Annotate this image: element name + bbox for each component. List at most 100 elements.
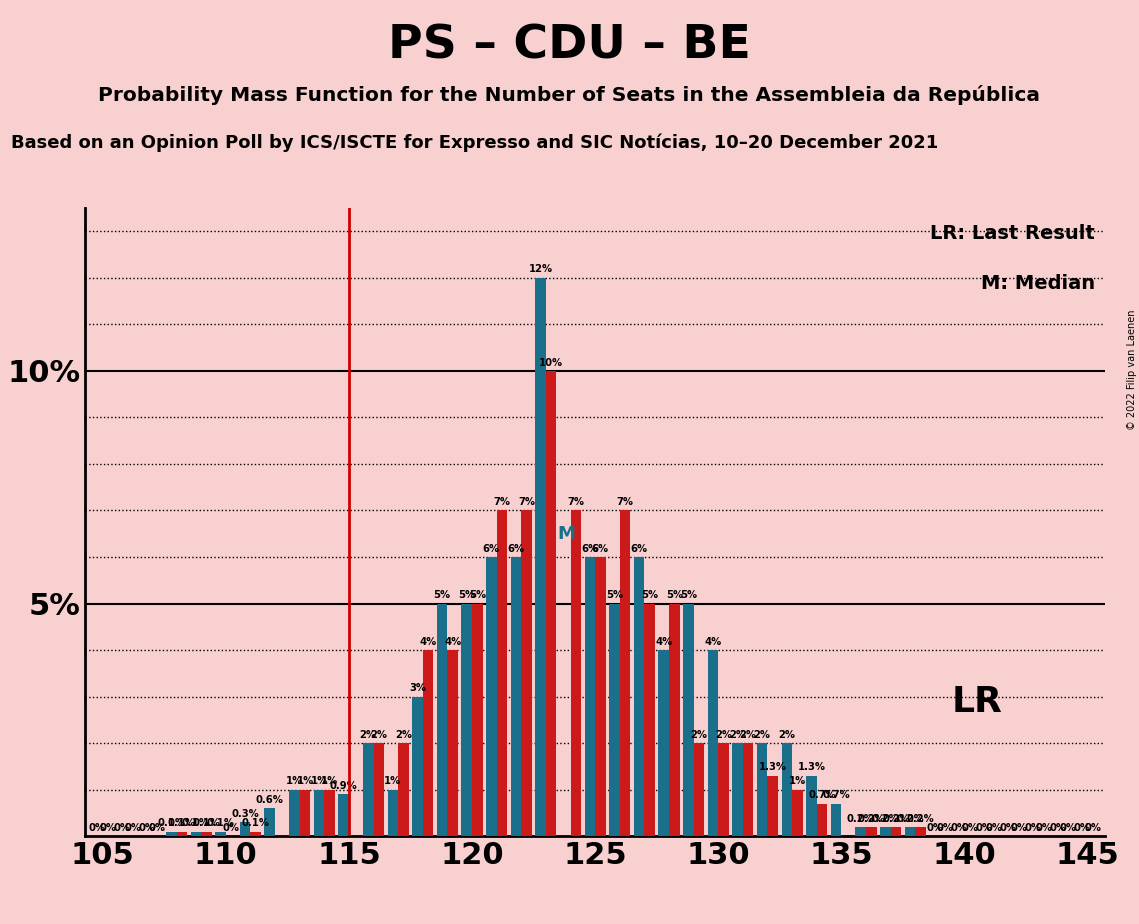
Text: 7%: 7% bbox=[616, 497, 633, 507]
Bar bbox=[300, 790, 310, 836]
Text: 1.3%: 1.3% bbox=[797, 762, 826, 772]
Bar bbox=[251, 832, 261, 836]
Bar bbox=[472, 603, 483, 836]
Bar bbox=[374, 743, 384, 836]
Bar bbox=[190, 832, 202, 836]
Text: 0.9%: 0.9% bbox=[329, 781, 358, 791]
Text: 0%: 0% bbox=[986, 823, 1003, 833]
Text: 6%: 6% bbox=[592, 543, 609, 553]
Text: 0.3%: 0.3% bbox=[231, 809, 259, 819]
Text: 0%: 0% bbox=[1084, 823, 1101, 833]
Text: 1.3%: 1.3% bbox=[759, 762, 787, 772]
Text: 0%: 0% bbox=[138, 823, 155, 833]
Bar bbox=[620, 510, 630, 836]
Text: 0.2%: 0.2% bbox=[896, 814, 924, 823]
Text: 0%: 0% bbox=[124, 823, 141, 833]
Text: 0%: 0% bbox=[1059, 823, 1076, 833]
Text: 3%: 3% bbox=[409, 684, 426, 693]
Bar bbox=[436, 603, 448, 836]
Bar bbox=[423, 650, 433, 836]
Bar bbox=[363, 743, 374, 836]
Text: 0.2%: 0.2% bbox=[882, 814, 910, 823]
Text: 0%: 0% bbox=[975, 823, 992, 833]
Text: M: Median: M: Median bbox=[981, 274, 1095, 293]
Text: 0%: 0% bbox=[926, 823, 943, 833]
Text: 0.1%: 0.1% bbox=[167, 819, 196, 828]
Bar bbox=[609, 603, 620, 836]
Text: 5%: 5% bbox=[641, 590, 658, 601]
Text: 0.1%: 0.1% bbox=[241, 819, 270, 828]
Bar bbox=[486, 557, 497, 836]
Text: 6%: 6% bbox=[483, 543, 500, 553]
Text: 7%: 7% bbox=[493, 497, 510, 507]
Text: 0.2%: 0.2% bbox=[858, 814, 885, 823]
Text: 6%: 6% bbox=[581, 543, 598, 553]
Text: 10%: 10% bbox=[539, 358, 564, 368]
Text: 0%: 0% bbox=[1000, 823, 1017, 833]
Bar bbox=[522, 510, 532, 836]
Text: 0.1%: 0.1% bbox=[157, 819, 186, 828]
Bar bbox=[448, 650, 458, 836]
Bar bbox=[289, 790, 300, 836]
Bar bbox=[497, 510, 507, 836]
Text: 1%: 1% bbox=[384, 776, 401, 786]
Text: 2%: 2% bbox=[729, 730, 746, 740]
Text: 0%: 0% bbox=[1074, 823, 1091, 833]
Text: 2%: 2% bbox=[360, 730, 377, 740]
Bar bbox=[707, 650, 719, 836]
Bar bbox=[240, 822, 251, 836]
Text: 4%: 4% bbox=[419, 637, 436, 647]
Text: 0.1%: 0.1% bbox=[206, 819, 235, 828]
Text: 0%: 0% bbox=[1025, 823, 1041, 833]
Text: PS – CDU – BE: PS – CDU – BE bbox=[388, 23, 751, 68]
Bar bbox=[633, 557, 645, 836]
Bar bbox=[694, 743, 704, 836]
Bar bbox=[546, 371, 557, 836]
Text: 1%: 1% bbox=[296, 776, 313, 786]
Bar bbox=[571, 510, 581, 836]
Text: LR: Last Result: LR: Last Result bbox=[929, 224, 1095, 243]
Text: 5%: 5% bbox=[469, 590, 486, 601]
Text: 1%: 1% bbox=[310, 776, 328, 786]
Bar bbox=[202, 832, 212, 836]
Text: 2%: 2% bbox=[370, 730, 387, 740]
Bar bbox=[264, 808, 274, 836]
Text: 0%: 0% bbox=[114, 823, 131, 833]
Text: 5%: 5% bbox=[665, 590, 683, 601]
Text: 0.6%: 0.6% bbox=[256, 795, 284, 805]
Text: 2%: 2% bbox=[778, 730, 795, 740]
Bar bbox=[325, 790, 335, 836]
Bar bbox=[412, 697, 423, 836]
Bar bbox=[596, 557, 606, 836]
Text: 4%: 4% bbox=[704, 637, 722, 647]
Bar bbox=[830, 804, 842, 836]
Bar bbox=[732, 743, 743, 836]
Bar bbox=[757, 743, 768, 836]
Text: 0%: 0% bbox=[961, 823, 978, 833]
Bar bbox=[719, 743, 729, 836]
Text: 1%: 1% bbox=[789, 776, 806, 786]
Text: 5%: 5% bbox=[680, 590, 697, 601]
Bar bbox=[768, 776, 778, 836]
Text: 0%: 0% bbox=[951, 823, 968, 833]
Bar bbox=[855, 827, 866, 836]
Text: 0%: 0% bbox=[936, 823, 953, 833]
Text: 0.2%: 0.2% bbox=[871, 814, 899, 823]
Bar bbox=[338, 795, 349, 836]
Text: 0%: 0% bbox=[1010, 823, 1027, 833]
Bar bbox=[215, 832, 226, 836]
Text: 0%: 0% bbox=[89, 823, 106, 833]
Bar bbox=[880, 827, 891, 836]
Bar bbox=[781, 743, 792, 836]
Text: 0.1%: 0.1% bbox=[192, 819, 221, 828]
Text: 0.7%: 0.7% bbox=[809, 790, 836, 800]
Text: 12%: 12% bbox=[528, 264, 552, 274]
Bar bbox=[904, 827, 916, 836]
Bar bbox=[535, 278, 546, 836]
Text: 6%: 6% bbox=[507, 543, 525, 553]
Text: 4%: 4% bbox=[444, 637, 461, 647]
Text: 0.2%: 0.2% bbox=[907, 814, 934, 823]
Bar bbox=[743, 743, 754, 836]
Text: © 2022 Filip van Laenen: © 2022 Filip van Laenen bbox=[1126, 310, 1137, 430]
Text: 0%: 0% bbox=[1035, 823, 1052, 833]
